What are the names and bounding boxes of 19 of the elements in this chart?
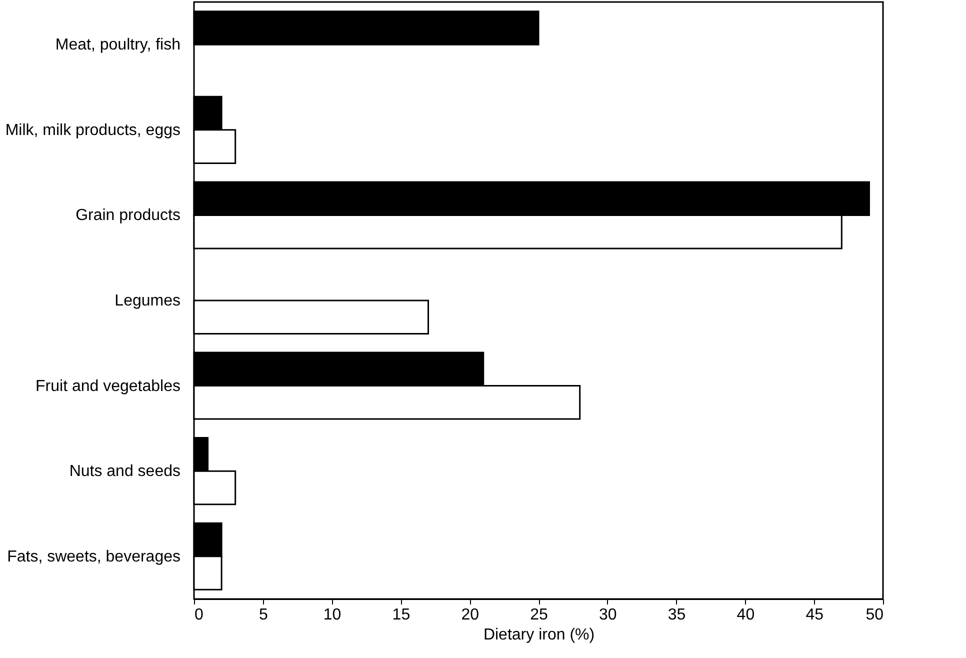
x-tick-label: 10 <box>323 606 342 624</box>
y-tick-label: Grain products <box>76 207 180 224</box>
x-tick-label: 50 <box>866 606 884 624</box>
y-tick-label: Legumes <box>114 292 180 310</box>
y-tick-label: Fats, sweets, beverages <box>7 548 180 566</box>
y-tick-label: Milk, milk products, eggs <box>5 122 180 139</box>
x-tick-label: 30 <box>599 606 617 624</box>
x-tick-label: 35 <box>668 606 686 624</box>
x-tick-label: 15 <box>392 606 410 624</box>
y-tick-label: Nuts and seeds <box>69 463 180 480</box>
y-tick-label: Meat, poultry, fish <box>55 36 180 54</box>
x-tick-label: 0 <box>194 606 204 624</box>
x-tick-label: 20 <box>461 606 480 624</box>
x-tick-label: 25 <box>530 606 548 624</box>
x-tick-label: 45 <box>806 606 824 624</box>
x-tick-label: 40 <box>736 606 755 624</box>
y-tick-label: Fruit and vegetables <box>36 378 180 395</box>
x-tick-label: 5 <box>258 606 268 624</box>
x-axis-title: Dietary iron (%) <box>483 626 595 644</box>
